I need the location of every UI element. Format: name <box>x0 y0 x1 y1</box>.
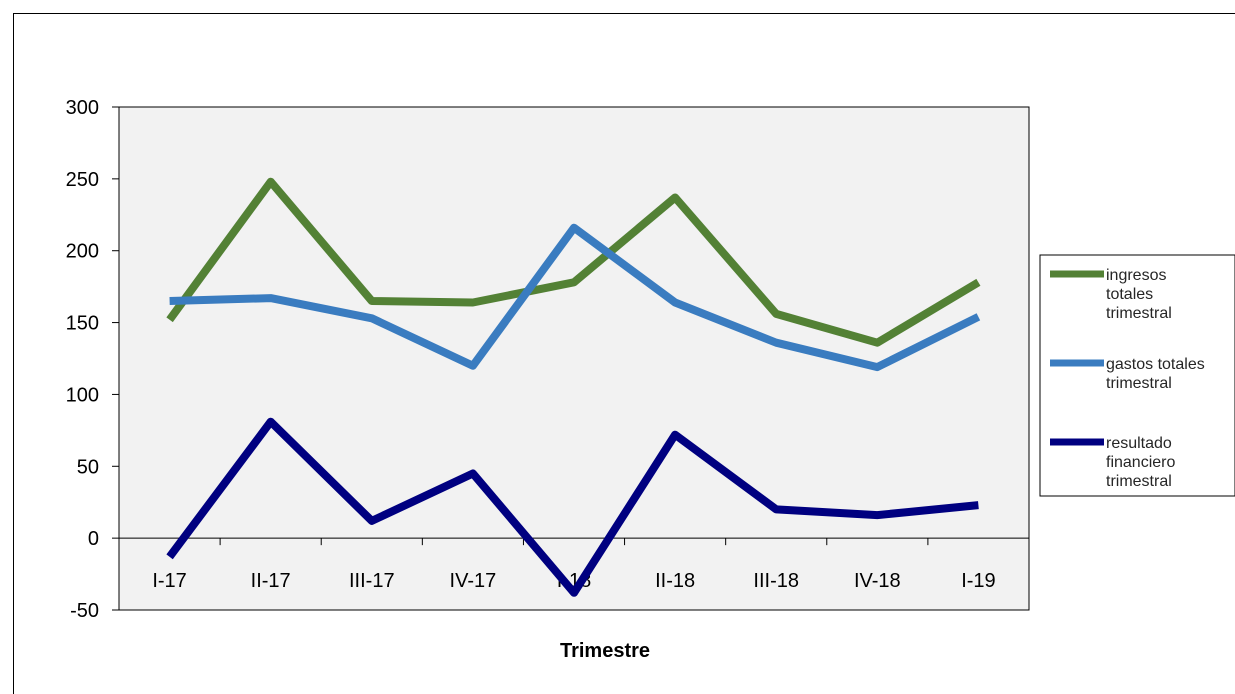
x-tick-label: III-18 <box>753 570 799 592</box>
x-axis-title: Trimestre <box>560 640 650 662</box>
plot-area <box>118 106 1030 611</box>
y-tick-label: 250 <box>66 169 99 191</box>
legend-label: gastos totales trimestral <box>1106 356 1205 392</box>
x-tick-label: I-17 <box>152 570 186 592</box>
y-tick-label: 0 <box>88 528 99 550</box>
legend-entry-3: resultado financiero trimestral <box>1050 435 1175 490</box>
y-tick-label: 200 <box>66 241 99 263</box>
y-tick-label: 100 <box>66 384 99 406</box>
x-tick-label: III-17 <box>349 570 395 592</box>
series-layer <box>166 177 981 597</box>
x-tick-label: IV-18 <box>854 570 901 592</box>
legend-label: resultado financiero trimestral <box>1106 435 1175 490</box>
y-tick-label: 150 <box>66 313 99 335</box>
legend-label: ingresos totales trimestral <box>1106 267 1172 322</box>
x-tick-label: II-18 <box>655 570 695 592</box>
legend-entry-2: gastos totales trimestral <box>1050 356 1205 392</box>
y-tick-label: -50 <box>70 600 99 622</box>
y-axis: -50 0 50 100 150 200 250 300 <box>66 97 120 622</box>
y-tick-label: 300 <box>66 97 99 119</box>
x-axis: I-17 II-17 III-17 IV-17 I-18 II-18 III-18 IV-18… <box>118 537 1030 592</box>
x-tick-label: II-17 <box>251 570 291 592</box>
legend-entry-1: ingresos totales trimestral <box>1050 267 1172 322</box>
legend-box <box>1039 254 1235 497</box>
x-tick-label: I-19 <box>961 570 995 592</box>
legend: ingresos totales trimestral gastos totales t… <box>1039 254 1235 497</box>
x-tick-label: IV-17 <box>450 570 497 592</box>
y-tick-label: 50 <box>77 456 99 478</box>
